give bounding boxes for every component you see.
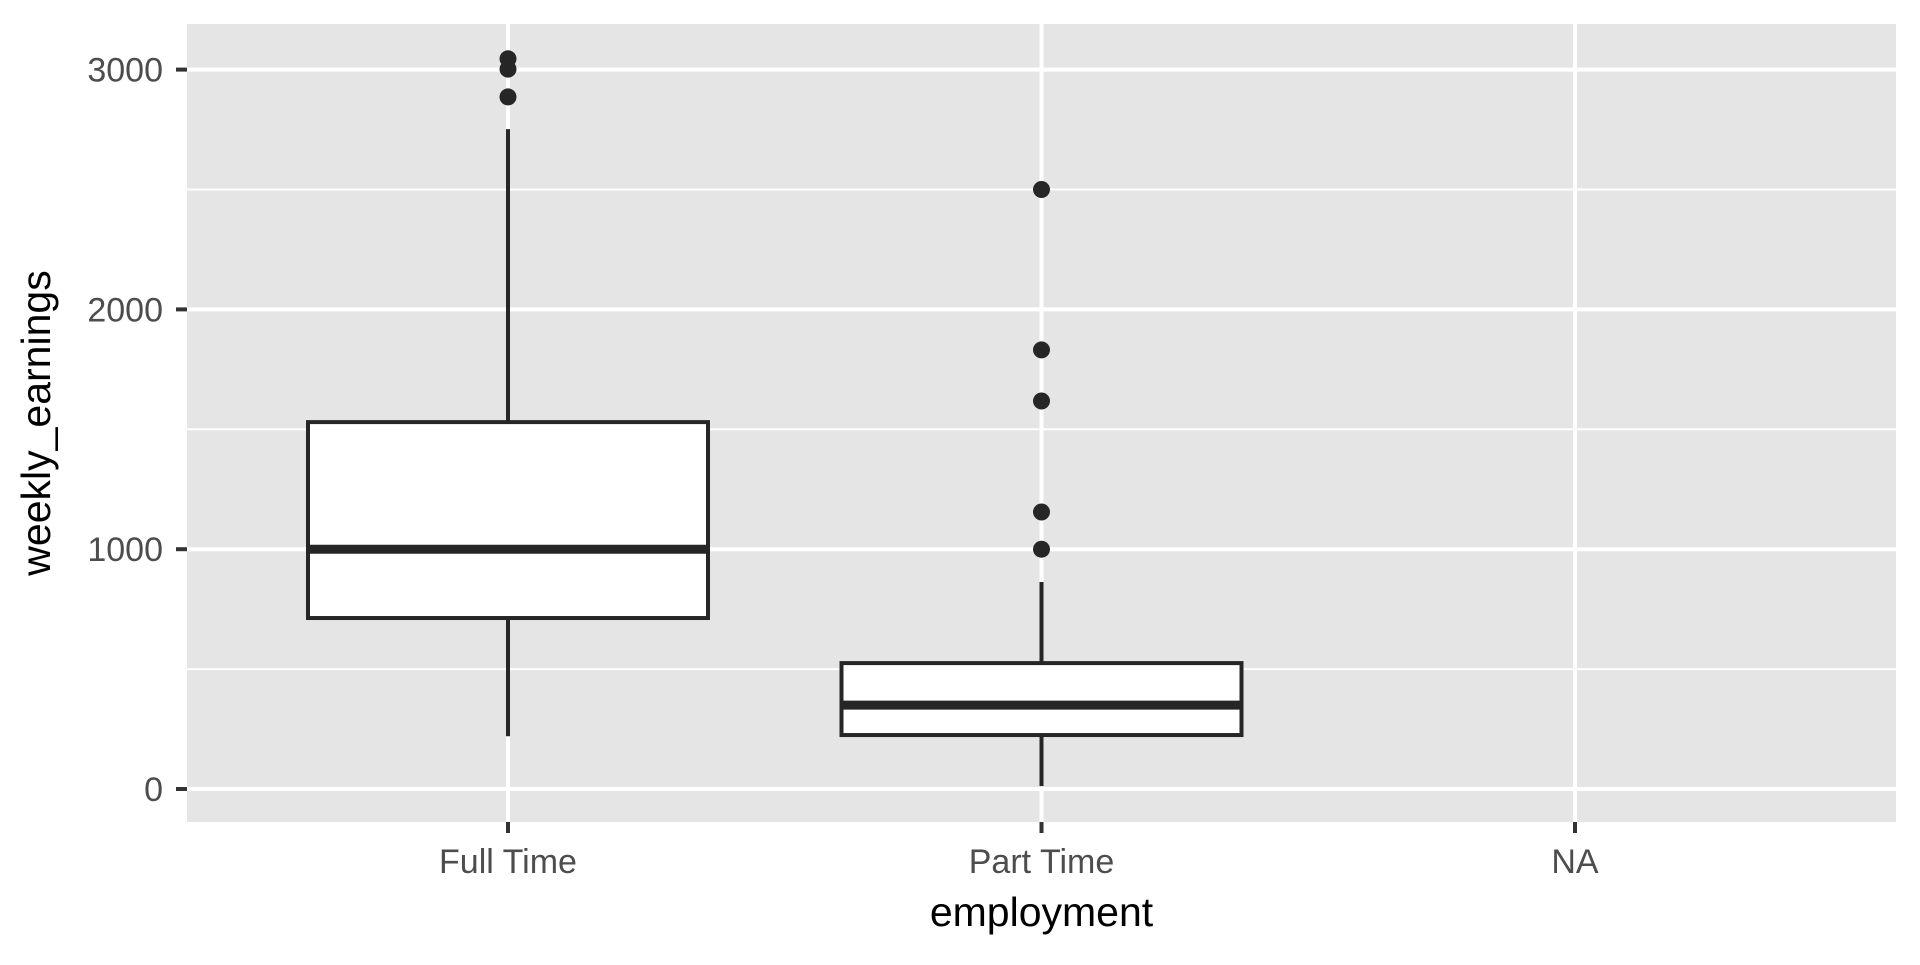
outlier-point [1033,540,1050,558]
x-tick-label: NA [1551,843,1599,881]
box-series [306,50,1244,787]
box-full-time [306,50,710,737]
y-tick-label: 0 [144,771,163,809]
y-axis-title: weekly_earnings [13,270,59,576]
iqr-box [839,661,1244,738]
x-axis: Full Time Part Time NA [439,822,1599,881]
y-tick-label: 2000 [87,291,163,329]
iqr-box [306,420,710,621]
y-tick-label: 1000 [87,531,163,569]
outlier-point [1033,392,1050,410]
box-part-time [839,181,1244,787]
outlier-point [499,88,517,106]
outlier-point [1033,503,1050,521]
outlier-point [1033,341,1050,359]
x-tick-label: Full Time [439,843,577,881]
y-axis: 0 1000 2000 3000 [87,52,187,809]
outlier-point [1033,181,1050,198]
y-tick-label: 3000 [87,52,163,90]
x-tick-label: Part Time [969,843,1114,881]
outlier-point [499,50,517,68]
x-axis-title: employment [930,889,1154,935]
